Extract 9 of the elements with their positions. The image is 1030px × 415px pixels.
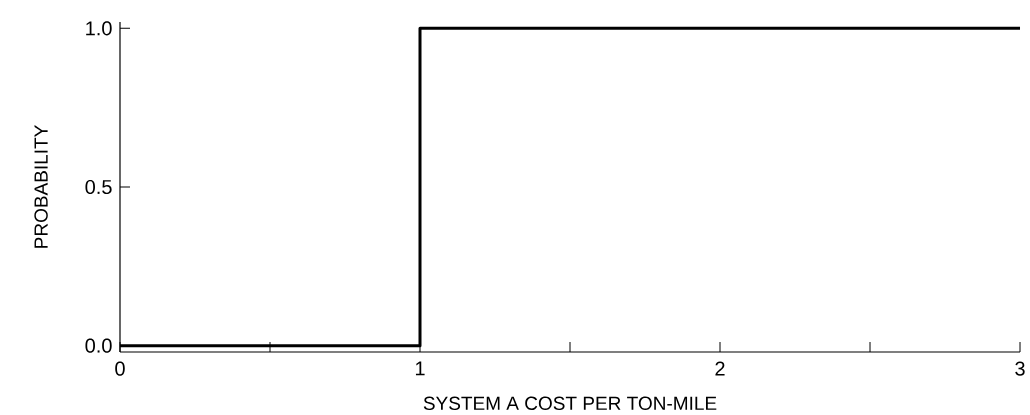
x-tick-label: 0 bbox=[115, 361, 125, 376]
x-axis-title: SYSTEM A COST PER TON-MILE bbox=[423, 396, 717, 411]
x-tick-label: 2 bbox=[715, 361, 725, 376]
x-tick-label: 1 bbox=[415, 361, 425, 376]
y-tick-label: 0.5 bbox=[85, 179, 112, 195]
y-tick-label: 0.0 bbox=[85, 338, 112, 353]
y-tick-label: 1.0 bbox=[86, 21, 112, 36]
y-axis-title: PROBABILITY bbox=[34, 125, 48, 248]
x-tick-label: 3 bbox=[1015, 361, 1025, 376]
